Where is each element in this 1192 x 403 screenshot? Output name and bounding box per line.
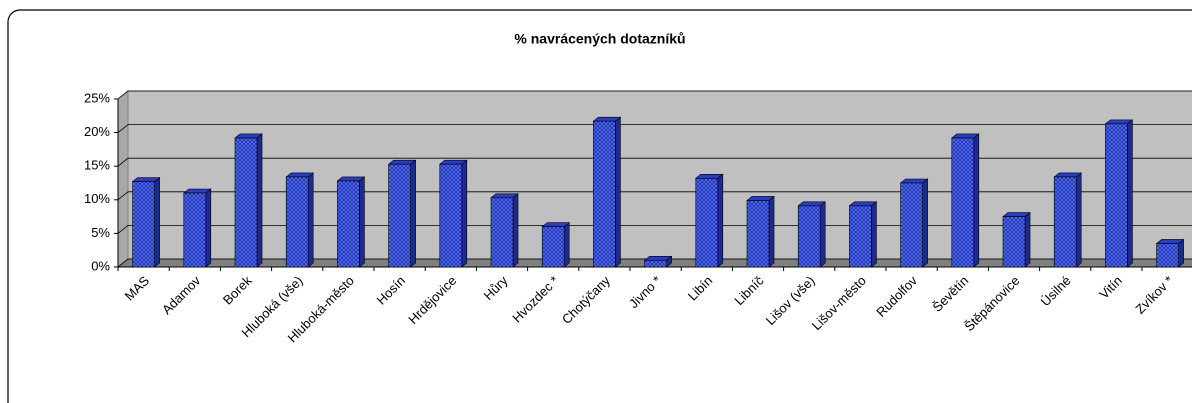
bar-side — [461, 159, 468, 268]
bar-side — [154, 177, 160, 268]
bar-front — [593, 120, 616, 268]
bar-top — [694, 173, 724, 179]
bar — [285, 172, 315, 268]
grid-line — [117, 258, 1192, 268]
bar-top — [234, 133, 263, 139]
bar-side — [819, 201, 826, 268]
bar-front — [490, 197, 514, 268]
bar-side — [871, 201, 877, 268]
bar-front — [746, 200, 770, 268]
side-wall — [117, 89, 129, 269]
bar-front — [644, 259, 667, 268]
bar-top — [131, 177, 161, 182]
bar — [592, 116, 622, 268]
bar — [234, 133, 263, 268]
bar-front — [285, 176, 309, 268]
bar-top — [592, 116, 622, 122]
bar-side — [307, 172, 314, 268]
bar-top — [797, 201, 827, 207]
bar-top — [1002, 212, 1031, 217]
bar-top — [438, 159, 468, 165]
bar — [131, 177, 161, 268]
bar — [1002, 211, 1031, 268]
bar — [1155, 238, 1185, 268]
bar — [336, 176, 366, 268]
bar-front — [1002, 216, 1026, 268]
bar-side — [1127, 119, 1133, 268]
grid-line — [117, 157, 1192, 167]
bar — [1053, 172, 1083, 268]
bar-front — [849, 205, 872, 268]
bar-front — [797, 205, 821, 268]
bar-front — [388, 163, 411, 268]
bar-top — [950, 133, 980, 139]
bar — [490, 193, 519, 268]
bar-side — [410, 159, 416, 268]
grid-line — [117, 124, 1192, 133]
bar-front — [951, 137, 975, 268]
bar — [387, 159, 417, 268]
bar-side — [1024, 211, 1031, 268]
y-tick-label: 0% — [91, 258, 110, 273]
bar-front — [234, 137, 258, 268]
bar — [1104, 119, 1134, 268]
bar-side — [922, 178, 928, 268]
bar-top — [285, 172, 315, 178]
grid-line — [117, 224, 1192, 234]
y-tick-label: 25% — [84, 90, 110, 105]
bar-side — [768, 195, 775, 268]
bar-front — [1156, 243, 1179, 268]
bar — [746, 195, 775, 268]
bar-top — [182, 188, 212, 194]
bar — [438, 159, 468, 268]
bar-top — [1053, 172, 1083, 178]
bar-side — [1178, 238, 1184, 268]
bar-top — [1155, 239, 1185, 244]
bar-front — [695, 177, 719, 268]
y-tick-label: 10% — [84, 191, 110, 206]
y-tick-label: 5% — [91, 225, 110, 240]
bar — [694, 173, 724, 268]
bar — [848, 201, 878, 268]
bar-front — [900, 182, 923, 268]
bar — [541, 222, 571, 268]
bar-top — [387, 159, 417, 165]
bar-side — [359, 176, 365, 268]
bar — [797, 201, 827, 268]
bar-side — [256, 133, 263, 268]
bar-top — [899, 178, 929, 184]
bar-front — [439, 163, 463, 268]
bar-top — [1104, 119, 1134, 125]
y-tick-label: 20% — [84, 124, 110, 139]
bar-front — [183, 192, 207, 268]
bar-side — [563, 222, 570, 268]
bar-side — [512, 193, 519, 268]
bar-side — [717, 173, 724, 268]
bar — [899, 178, 929, 268]
bar-front — [1105, 123, 1128, 268]
bar-side — [615, 116, 621, 268]
bar-front — [132, 181, 155, 268]
bar — [182, 188, 212, 268]
bar-top — [336, 176, 366, 182]
bar-front — [1053, 176, 1077, 268]
bar-top — [643, 255, 673, 261]
grid-line — [117, 191, 1192, 201]
bar — [643, 255, 673, 268]
bar-side — [973, 133, 980, 268]
chart-title: % navrácených dotazníků — [514, 31, 685, 47]
bar-side — [205, 188, 212, 268]
bar-front — [337, 180, 360, 268]
bar-top — [746, 196, 775, 201]
y-tick-label: 15% — [84, 158, 110, 173]
bar-top — [541, 222, 571, 227]
bar-top — [848, 201, 878, 207]
bar-top — [490, 193, 519, 199]
grid-line — [117, 90, 1192, 100]
bar-side — [1075, 172, 1082, 268]
bar — [950, 133, 980, 268]
bar-front — [541, 226, 565, 268]
